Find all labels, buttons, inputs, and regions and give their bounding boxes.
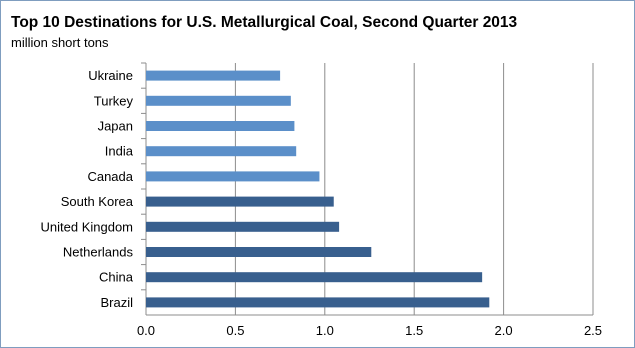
bar	[146, 297, 490, 308]
category-label: South Korea	[61, 194, 134, 209]
category-label: Canada	[87, 169, 133, 184]
category-label: Japan	[98, 119, 133, 134]
bar	[146, 272, 483, 283]
bar	[146, 196, 334, 207]
category-label: Turkey	[94, 93, 134, 108]
bar	[146, 146, 297, 157]
bar	[146, 70, 281, 81]
x-tick-label: 2.0	[495, 323, 513, 338]
x-tick-label: 1.5	[405, 323, 423, 338]
chart-title: Top 10 Destinations for U.S. Metallurgic…	[11, 14, 518, 31]
category-label: Ukraine	[88, 68, 133, 83]
bar	[146, 171, 320, 182]
category-label: Brazil	[100, 295, 133, 310]
bar	[146, 95, 291, 106]
bar	[146, 247, 372, 257]
x-tick-label: 0.0	[137, 323, 155, 338]
category-label: India	[105, 144, 134, 159]
category-label: United Kingdom	[41, 219, 134, 234]
chart-subtitle: million short tons	[11, 35, 109, 50]
x-tick-label: 0.5	[226, 323, 244, 338]
category-label: Netherlands	[63, 245, 134, 260]
category-label: China	[99, 270, 134, 285]
bar	[146, 221, 340, 232]
bar	[146, 121, 295, 131]
x-tick-label: 2.5	[584, 323, 602, 338]
x-tick-label: 1.0	[316, 323, 334, 338]
